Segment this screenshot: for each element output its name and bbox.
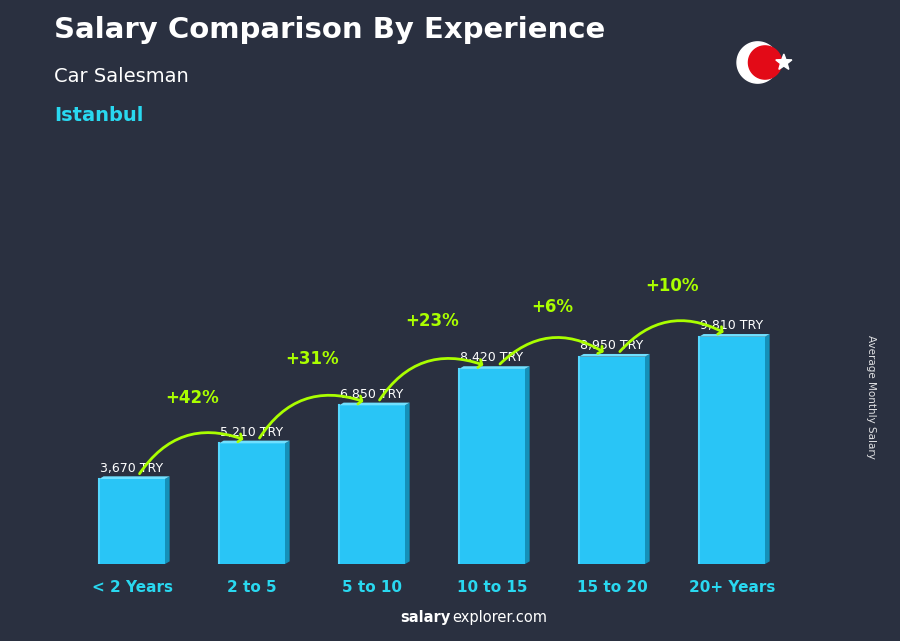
Polygon shape [405,403,410,564]
Text: 5,210 TRY: 5,210 TRY [220,426,284,439]
Bar [339,405,405,564]
Polygon shape [459,366,529,369]
Text: Istanbul: Istanbul [54,106,143,125]
Text: +23%: +23% [405,312,459,329]
Polygon shape [285,440,290,564]
Bar [99,479,165,564]
Polygon shape [525,366,529,564]
Polygon shape [219,440,290,444]
Polygon shape [776,54,792,69]
Text: 8,420 TRY: 8,420 TRY [461,351,524,365]
Text: Car Salesman: Car Salesman [54,67,189,87]
Polygon shape [99,476,169,479]
Text: Average Monthly Salary: Average Monthly Salary [866,335,877,460]
Polygon shape [645,354,650,564]
Polygon shape [699,334,770,337]
Polygon shape [165,476,169,564]
Text: 8,950 TRY: 8,950 TRY [580,339,644,352]
Polygon shape [765,334,770,564]
Text: +10%: +10% [645,276,698,295]
Bar [579,356,645,564]
Polygon shape [749,46,781,79]
Bar [699,337,765,564]
Text: explorer.com: explorer.com [452,610,547,625]
Text: +31%: +31% [285,350,338,368]
Bar [459,369,525,564]
Text: 6,850 TRY: 6,850 TRY [340,388,403,401]
Text: 3,670 TRY: 3,670 TRY [101,462,164,474]
Text: Salary Comparison By Experience: Salary Comparison By Experience [54,16,605,44]
Text: +6%: +6% [531,298,573,316]
Text: 9,810 TRY: 9,810 TRY [700,319,763,332]
Polygon shape [339,403,410,405]
Text: +42%: +42% [165,389,219,407]
Text: salary: salary [400,610,451,625]
Polygon shape [737,42,778,83]
Polygon shape [579,354,650,356]
Bar [219,444,285,564]
